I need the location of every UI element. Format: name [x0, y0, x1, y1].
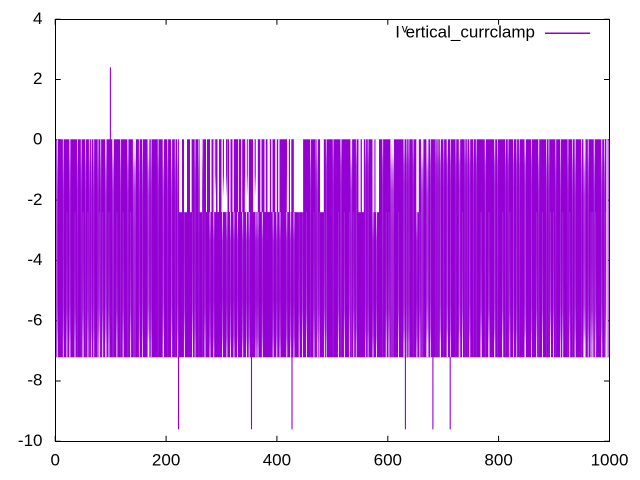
svg-text:600: 600 [374, 450, 402, 469]
svg-text:400: 400 [263, 450, 291, 469]
svg-text:200: 200 [152, 450, 180, 469]
svg-text:800: 800 [484, 450, 512, 469]
svg-text:-10: -10 [18, 431, 43, 450]
svg-text:-6: -6 [27, 310, 42, 329]
svg-text:0: 0 [33, 130, 42, 149]
svg-text:I: I [395, 23, 400, 42]
svg-text:ertical_currclamp: ertical_currclamp [406, 23, 535, 42]
svg-text:0: 0 [50, 450, 59, 469]
svg-text:v: v [402, 21, 408, 35]
svg-text:-4: -4 [27, 250, 42, 269]
svg-text:1000: 1000 [591, 450, 629, 469]
svg-text:2: 2 [33, 69, 42, 88]
svg-text:-8: -8 [27, 371, 42, 390]
svg-text:4: 4 [33, 9, 42, 28]
svg-text:-2: -2 [27, 190, 42, 209]
